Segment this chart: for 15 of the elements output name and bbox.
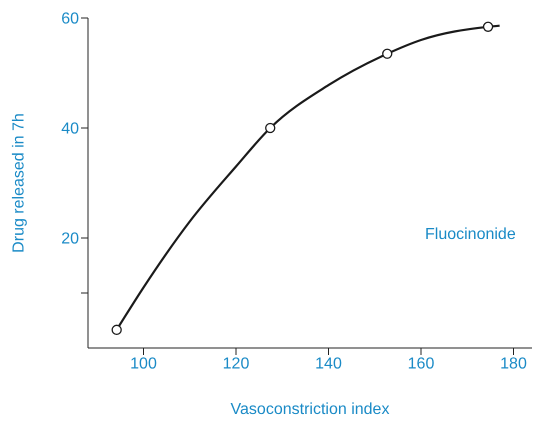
point — [382, 48, 392, 59]
annotation: Fluocinonide — [425, 226, 516, 244]
x-axis-title: Vasoconstriction index — [230, 401, 390, 418]
y-axis-title: Drug released in 7h — [10, 113, 28, 253]
x-tick-label: 120 — [222, 355, 250, 372]
point — [482, 22, 494, 32]
point — [112, 324, 122, 336]
y-tick-label: 40 — [61, 120, 80, 138]
x-tick-label: 100 — [130, 355, 157, 372]
x-tick-label: 180 — [500, 355, 527, 372]
y-tick-label: 60 — [61, 10, 80, 28]
x-tick-label: 160 — [408, 355, 434, 372]
point — [265, 122, 276, 134]
y-tick-label: 20 — [61, 230, 80, 248]
x-tick-label: 140 — [315, 355, 342, 372]
